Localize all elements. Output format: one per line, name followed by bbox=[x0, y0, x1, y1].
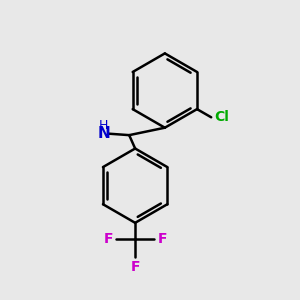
Text: F: F bbox=[130, 260, 140, 274]
Text: N: N bbox=[98, 126, 110, 141]
Text: Cl: Cl bbox=[214, 110, 229, 124]
Text: H: H bbox=[99, 119, 109, 132]
Text: F: F bbox=[158, 232, 167, 246]
Text: F: F bbox=[103, 232, 113, 246]
